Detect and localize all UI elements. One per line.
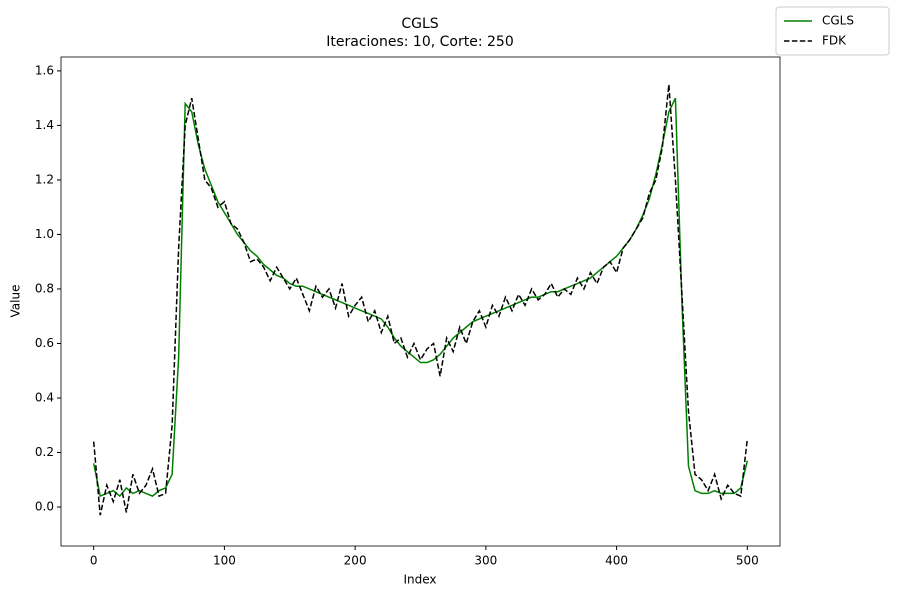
x-tick-label: 200 xyxy=(344,554,367,568)
y-tick-label: 0.2 xyxy=(35,445,54,459)
x-tick-label: 0 xyxy=(90,554,98,568)
legend-box xyxy=(775,6,890,56)
legend-label: FDK xyxy=(822,34,847,48)
y-tick-label: 1.2 xyxy=(35,172,54,186)
data-line xyxy=(92,97,749,498)
x-axis-label: Index xyxy=(403,573,436,587)
y-tick-label: 0.8 xyxy=(35,281,54,295)
chart-title: CGLS xyxy=(401,16,438,32)
chart-subtitle: Iteraciones: 10, Corte: 250 xyxy=(326,34,513,50)
y-tick-label: 0.6 xyxy=(35,336,54,350)
x-tick-label: 400 xyxy=(605,554,628,568)
y-tick-label: 1.4 xyxy=(35,118,54,132)
data-line xyxy=(92,84,749,516)
y-axis-label: Value xyxy=(9,285,23,318)
y-tick-label: 1.6 xyxy=(35,63,54,77)
y-tick-label: 0.4 xyxy=(35,390,54,404)
x-tick-label: 500 xyxy=(736,554,759,568)
y-tick-label: 0.0 xyxy=(35,500,54,514)
x-tick-label: 300 xyxy=(474,554,497,568)
plot-frame xyxy=(60,56,781,547)
y-tick-label: 1.0 xyxy=(35,227,54,241)
legend-label: CGLS xyxy=(822,14,854,28)
x-tick-label: 100 xyxy=(213,554,236,568)
